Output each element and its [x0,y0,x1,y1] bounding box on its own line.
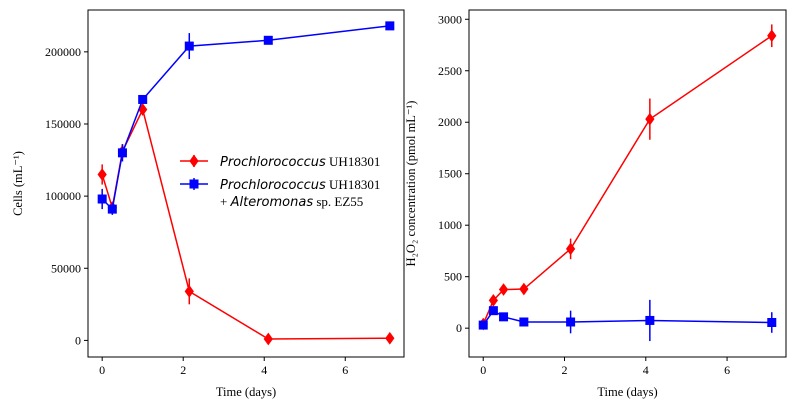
series-1 [97,21,395,215]
data-point [97,168,107,181]
series-0 [478,24,777,331]
x-axis-label: Time (days) [216,385,276,399]
y-axis-label: H₂O₂ concentration (pmol mL⁻¹) [404,101,418,267]
data-point [478,320,488,330]
x-tick-label: 6 [342,363,348,377]
x-tick-label: 4 [643,363,649,377]
legend-text-part: + [220,194,231,209]
legend-marker [189,154,199,168]
data-point [184,41,194,51]
legend-genus: Alteromonas [230,195,314,210]
plot-frame [87,9,405,358]
data-point [107,204,117,214]
legend-strain: UH18301 [326,154,381,169]
data-point [645,112,655,126]
legend-genus: Prochlorococcus [220,178,326,193]
y-axis-label: Cells (mL⁻¹) [11,151,25,216]
legend-genus: Prochlorococcus [220,155,326,170]
y-tick-label: 2000 [438,115,462,129]
data-point [488,294,499,307]
series-0 [97,103,395,346]
data-point [117,148,127,158]
x-tick-label: 6 [724,363,730,377]
series-1 [478,299,777,342]
data-point [184,285,194,298]
data-point [767,29,777,43]
legend-strain: UH18301 [326,177,381,192]
data-point [263,332,273,346]
plot-frame [468,9,787,358]
x-tick-label: 2 [562,363,568,377]
series-line [482,35,773,325]
legend-label-line2: + Alteromonas sp. EZ55 [220,194,363,210]
data-point [519,282,529,296]
data-point [263,35,273,45]
data-point [97,194,107,204]
legend-label: Prochlorococcus UH18301 [220,154,380,170]
legend-label: Prochlorococcus UH18301 [220,177,380,193]
y-tick-label: 0 [456,321,462,335]
legend-entry-1: Prochlorococcus UH18301+ Alteromonas sp.… [180,177,380,210]
data-point [566,317,576,327]
x-tick-label: 0 [480,363,486,377]
legend-marker [189,179,199,189]
x-tick-label: 4 [261,363,267,377]
x-tick-label: 2 [180,363,186,377]
data-point [498,283,509,296]
legend-entry-0: Prochlorococcus UH18301 [180,154,380,170]
data-point [645,315,655,325]
data-point [138,94,148,104]
y-tick-label: 1000 [438,218,462,232]
data-point [385,21,395,31]
data-point [488,306,498,316]
data-point [385,331,395,345]
data-point [767,318,777,328]
y-tick-label: 3000 [438,12,462,26]
y-tick-label: 2500 [438,64,462,78]
y-tick-label: 200000 [45,45,81,59]
y-tick-label: 100000 [45,189,81,203]
legend-text-part: sp. EZ55 [313,194,363,209]
x-tick-label: 0 [99,363,105,377]
data-point [499,312,509,322]
y-tick-label: 150000 [45,117,81,131]
data-point [565,242,576,256]
y-tick-label: 50000 [51,261,81,275]
y-tick-label: 0 [75,333,81,347]
x-axis-label: Time (days) [597,385,657,399]
y-tick-label: 1500 [438,167,462,181]
data-point [519,317,529,327]
cell-count-chart: 0 2 4 6 0 50000 100000 150000 200000 Time (days) C… [11,9,405,399]
h2o2-chart: 0 2 4 6 0 500 1000 1500 2000 2500 3000 Time (days) H… [404,9,787,399]
y-tick-label: 500 [444,270,462,284]
series-line [101,107,390,340]
